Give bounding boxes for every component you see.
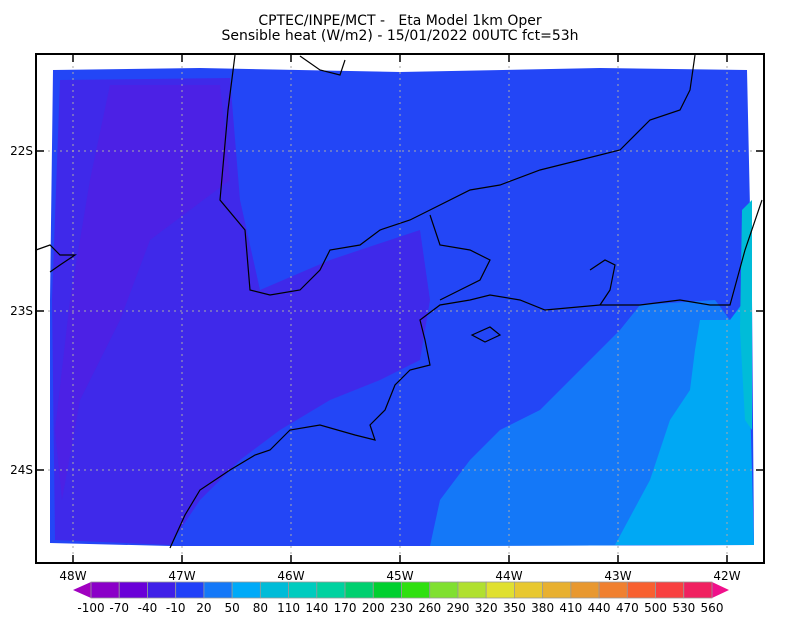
title-line-2: Sensible heat (W/m2) - 15/01/2022 00UTC …: [221, 28, 579, 44]
colorbar-label-1: -70: [109, 601, 129, 615]
title-line-1: CPTEC/INPE/MCT - Eta Model 1km Oper: [258, 13, 542, 29]
colorbar-box-5: [231, 581, 261, 599]
colorbar-under-triangle: [73, 582, 91, 598]
colorbar-box-14: [485, 581, 515, 599]
colorbar-label-6: 80: [253, 601, 268, 615]
lat-label-2: 24S: [10, 463, 33, 477]
colorbar-box-2: [147, 581, 177, 599]
colorbar-box-10: [372, 581, 402, 599]
colorbar-box-13: [457, 581, 487, 599]
field-shading: [50, 68, 754, 546]
colorbar-box-6: [259, 581, 289, 599]
colorbar-label-7: 110: [277, 601, 300, 615]
colorbar-box-19: [626, 581, 656, 599]
state-border-mg-sp: [219, 54, 696, 296]
colorbar-labels: -100 -70 -40 -10 20 50 80 110 140 170 200 230 260 290…: [77, 601, 723, 615]
colorbar-label-11: 230: [390, 601, 413, 615]
colorbar-box-8: [316, 581, 346, 599]
colorbar-label-21: 530: [672, 601, 695, 615]
axis-ticks: [36, 54, 764, 563]
colorbar-box-12: [429, 581, 459, 599]
colorbar-box-16: [542, 581, 572, 599]
colorbar-label-8: 140: [305, 601, 328, 615]
lat-label-0: 22S: [10, 144, 33, 158]
colorbar-label-17: 410: [559, 601, 582, 615]
colorbar-over-triangle: [712, 582, 729, 598]
colorbar-box-3: [175, 581, 205, 599]
colorbar-box-4: [203, 581, 233, 599]
border-fragment-north: [299, 55, 346, 76]
lon-label-3: 45W: [386, 569, 413, 583]
colorbar-label-4: 20: [196, 601, 211, 615]
gridlines: [36, 54, 764, 563]
colorbar-label-10: 200: [362, 601, 385, 615]
lon-label-5: 43W: [604, 569, 631, 583]
colorbar-box-21: [683, 581, 713, 599]
colorbar-label-12: 260: [418, 601, 441, 615]
colorbar-label-19: 470: [616, 601, 639, 615]
low-flux-interior: [55, 85, 230, 500]
ocean-far-field: [615, 300, 754, 545]
colorbar-label-18: 440: [588, 601, 611, 615]
colorbar-label-16: 380: [531, 601, 554, 615]
ilha-grande: [470, 326, 502, 343]
colorbar-label-22: 560: [701, 601, 724, 615]
lon-label-6: 42W: [713, 569, 740, 583]
colorbar-label-0: -100: [77, 601, 104, 615]
colorbar-box-9: [344, 581, 374, 599]
colorbar-label-5: 50: [224, 601, 239, 615]
colorbar-box-11: [401, 581, 431, 599]
colorbar-box-15: [514, 581, 544, 599]
latitude-labels: 22S 23S 24S: [10, 144, 33, 477]
colorbar-box-18: [598, 581, 628, 599]
border-fragment-west: [35, 244, 77, 273]
colorbar-label-9: 170: [334, 601, 357, 615]
colorbar-box-0: [90, 581, 120, 599]
colorbar-box-20: [655, 581, 685, 599]
lon-label-2: 46W: [277, 569, 304, 583]
colorbar-label-14: 320: [475, 601, 498, 615]
lon-label-0: 48W: [59, 569, 86, 583]
colorbar-box-17: [570, 581, 600, 599]
colorbar-box-1: [118, 581, 148, 599]
lat-label-1: 23S: [10, 304, 33, 318]
colorbar-label-20: 500: [644, 601, 667, 615]
colorbar-label-13: 290: [447, 601, 470, 615]
colorbar: [73, 581, 729, 599]
coastline-and-borders: [35, 54, 763, 549]
lon-label-4: 44W: [495, 569, 522, 583]
guanabara-border: [589, 259, 616, 306]
longitude-labels: 48W 47W 46W 45W 44W 43W 42W: [59, 569, 740, 583]
state-border-rj-mg: [429, 214, 491, 301]
colorbar-label-15: 350: [503, 601, 526, 615]
colorbar-label-2: -40: [138, 601, 158, 615]
coastline: [169, 199, 763, 549]
colorbar-label-3: -10: [166, 601, 186, 615]
lon-label-1: 47W: [168, 569, 195, 583]
colorbar-box-7: [288, 581, 318, 599]
